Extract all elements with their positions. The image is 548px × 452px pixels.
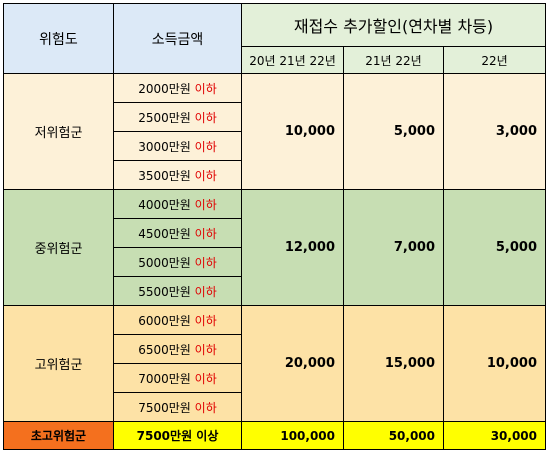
- header-income: 소득금액: [113, 3, 242, 74]
- value-low-col-1: 10,000: [241, 73, 344, 190]
- value-low-col-2: 5,000: [343, 73, 444, 190]
- income-cell: 2000만원 이하: [113, 73, 242, 103]
- header-sub-col-2: 21년 22년: [343, 46, 444, 74]
- income-cell-very-high: 7500만원 이상: [113, 421, 242, 450]
- value-very-high-col-3: 30,000: [443, 421, 546, 450]
- header-risk: 위험도: [3, 3, 114, 74]
- value-high-col-1: 20,000: [241, 305, 344, 422]
- income-cell: 4000만원 이하: [113, 189, 242, 219]
- income-cell: 5500만원 이하: [113, 276, 242, 306]
- value-high-col-3: 10,000: [443, 305, 546, 422]
- group-name-very-high: 초고위험군: [3, 421, 114, 450]
- header-discount: 재접수 추가할인(연차별 차등): [241, 3, 546, 47]
- income-cell: 7500만원 이하: [113, 392, 242, 422]
- value-low-col-3: 3,000: [443, 73, 546, 190]
- group-name-low: 저위험군: [3, 73, 114, 190]
- income-cell: 5000만원 이하: [113, 247, 242, 277]
- value-mid-col-3: 5,000: [443, 189, 546, 306]
- value-mid-col-2: 7,000: [343, 189, 444, 306]
- value-mid-col-1: 12,000: [241, 189, 344, 306]
- value-very-high-col-2: 50,000: [343, 421, 444, 450]
- income-cell: 3000만원 이하: [113, 131, 242, 161]
- income-cell: 3500만원 이하: [113, 160, 242, 190]
- header-sub-col-1: 20년 21년 22년: [241, 46, 344, 74]
- income-cell: 6500만원 이하: [113, 334, 242, 364]
- income-cell: 7000만원 이하: [113, 363, 242, 393]
- group-name-high: 고위험군: [3, 305, 114, 422]
- header-sub-col-3: 22년: [443, 46, 546, 74]
- value-very-high-col-1: 100,000: [241, 421, 344, 450]
- income-cell: 2500만원 이하: [113, 102, 242, 132]
- discount-table: 위험도 소득금액 재접수 추가할인(연차별 차등) 20년 21년 22년 21…: [3, 3, 546, 450]
- value-high-col-2: 15,000: [343, 305, 444, 422]
- group-name-mid: 중위험군: [3, 189, 114, 306]
- income-cell: 6000만원 이하: [113, 305, 242, 335]
- income-cell: 4500만원 이하: [113, 218, 242, 248]
